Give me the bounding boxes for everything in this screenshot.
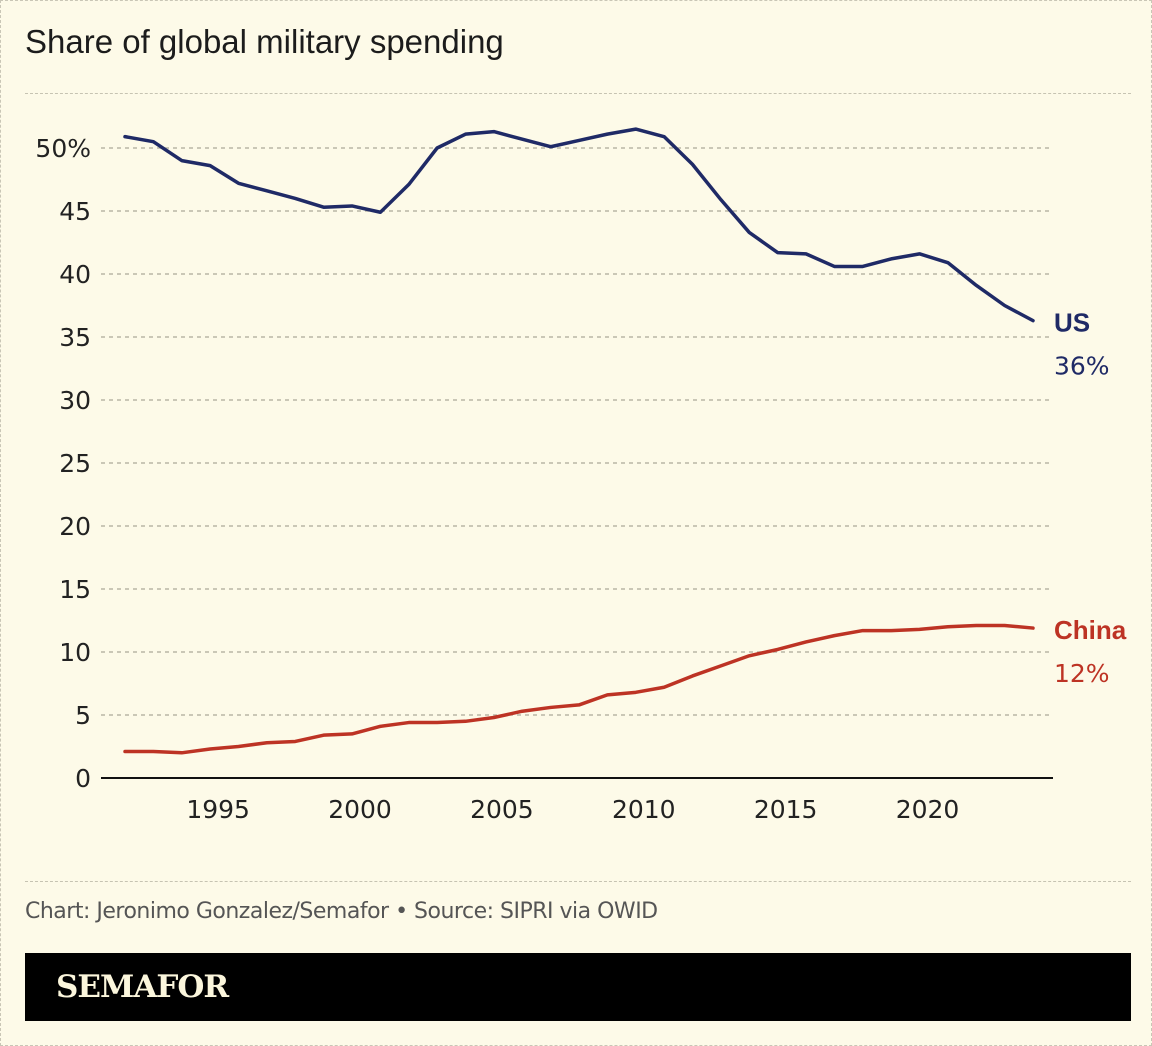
line-chart: 0 5 10 15 20 25 30 35 40 45 50% 1995 2000 2005 2010 201…: [35, 127, 1127, 824]
series-end-value-china: 12%: [1054, 659, 1110, 688]
series-line-us: [123, 127, 1035, 323]
semafor-logo: SEMAFOR: [56, 969, 229, 1005]
y-tick-label: 5: [75, 701, 91, 730]
y-tick-label: 0: [75, 764, 91, 793]
series-label-us: US: [1054, 308, 1090, 338]
series-label-china: China: [1054, 615, 1127, 645]
y-tick-label: 40: [59, 260, 91, 289]
x-tick-label: 2000: [328, 795, 392, 824]
series-line-china: [123, 623, 1035, 755]
series-end-value-us: 36%: [1054, 352, 1110, 381]
x-tick-label: 2005: [470, 795, 534, 824]
footer-divider: [25, 881, 1131, 882]
y-tick-label: 30: [59, 386, 91, 415]
y-tick-label: 10: [59, 638, 91, 667]
y-tick-label: 35: [59, 323, 91, 352]
x-tick-label: 2020: [896, 795, 960, 824]
x-tick-label: 2010: [612, 795, 676, 824]
y-tick-label: 45: [59, 197, 91, 226]
y-tick-label: 20: [59, 512, 91, 541]
brand-bar: SEMAFOR: [25, 953, 1131, 1021]
y-tick-label: 15: [59, 575, 91, 604]
x-tick-label: 1995: [186, 795, 250, 824]
y-tick-label: 50%: [35, 134, 91, 163]
chart-title: Share of global military spending: [25, 23, 504, 60]
y-tick-label: 25: [59, 449, 91, 478]
title-divider: [25, 93, 1131, 94]
x-tick-label: 2015: [754, 795, 818, 824]
source-note: Chart: Jeronimo Gonzalez/Semafor • Sourc…: [25, 899, 658, 924]
